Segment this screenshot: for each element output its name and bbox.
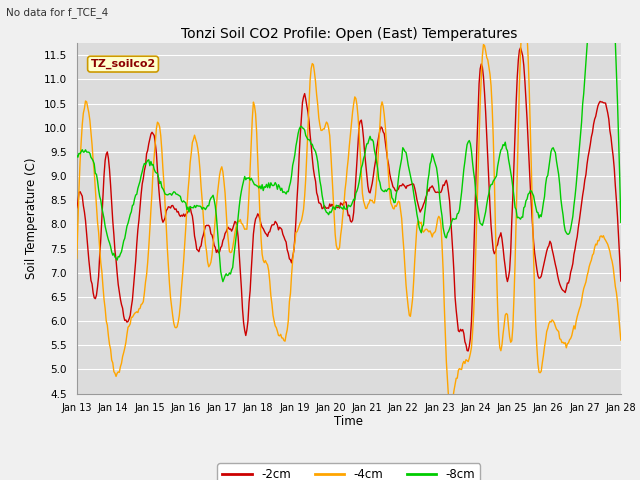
- Legend: -2cm, -4cm, -8cm: -2cm, -4cm, -8cm: [218, 463, 480, 480]
- X-axis label: Time: Time: [334, 415, 364, 428]
- Text: TZ_soilco2: TZ_soilco2: [90, 59, 156, 69]
- Y-axis label: Soil Temperature (C): Soil Temperature (C): [25, 157, 38, 279]
- Title: Tonzi Soil CO2 Profile: Open (East) Temperatures: Tonzi Soil CO2 Profile: Open (East) Temp…: [180, 27, 517, 41]
- Text: No data for f_TCE_4: No data for f_TCE_4: [6, 7, 109, 18]
